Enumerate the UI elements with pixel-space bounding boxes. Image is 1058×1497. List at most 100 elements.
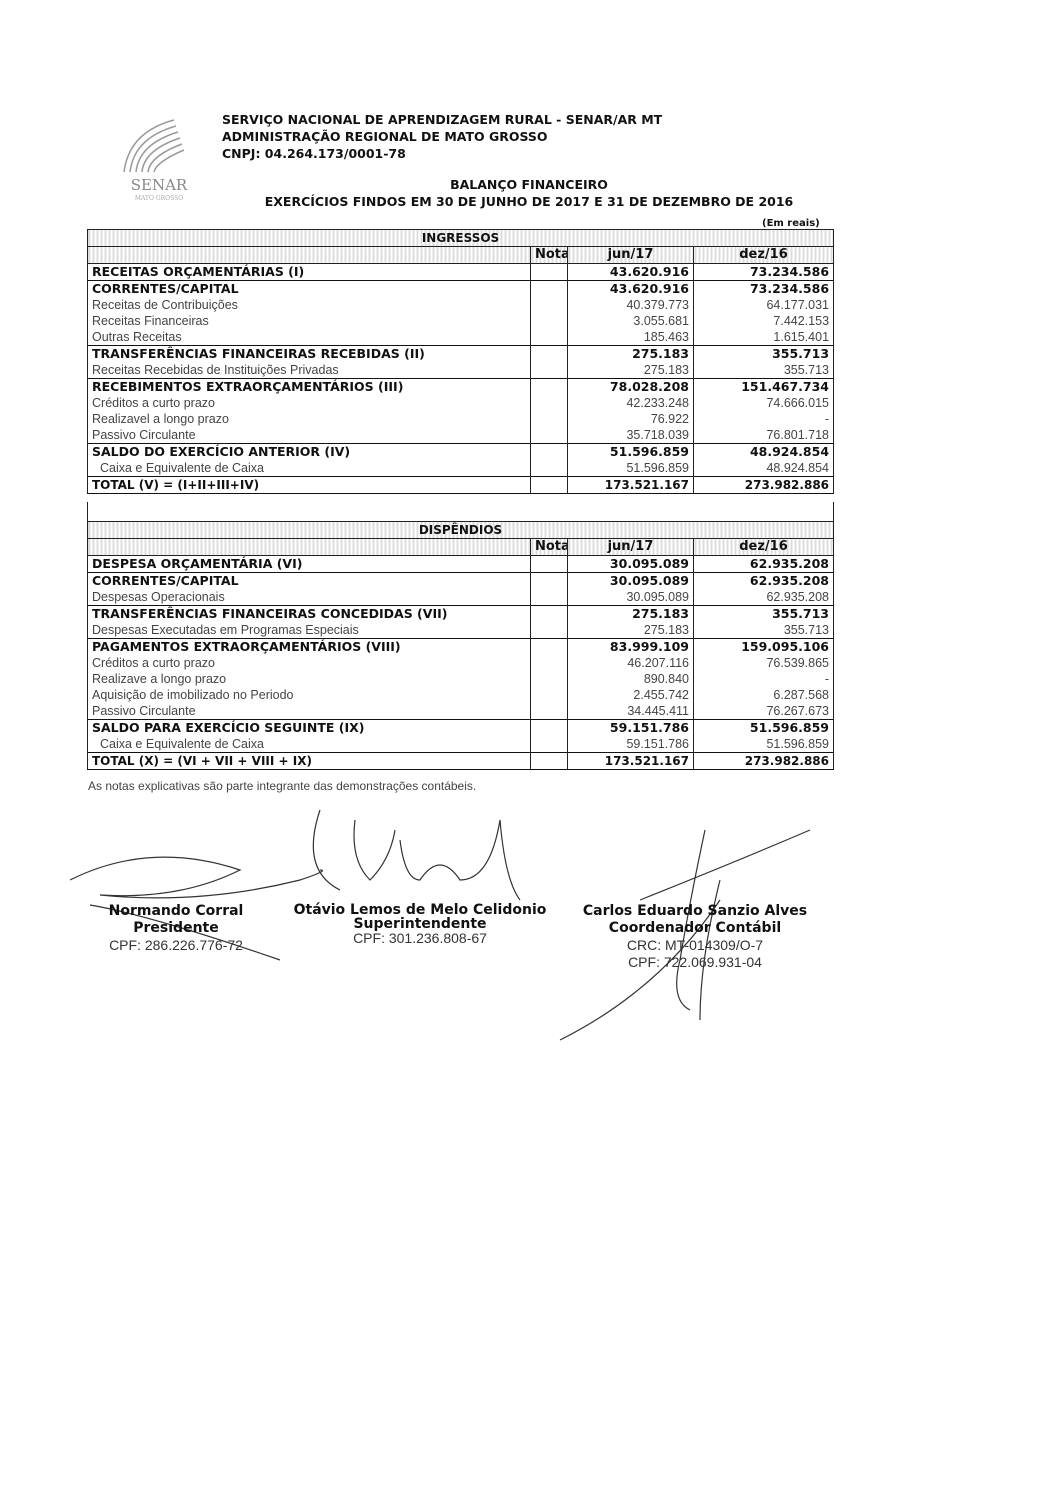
org-header: SERVIÇO NACIONAL DE APRENDIZAGEM RURAL -…: [222, 111, 662, 162]
row-value-jun: 59.151.786: [567, 719, 694, 736]
signer-role: Superintendente: [353, 916, 487, 932]
row-value-dez: 48.924.854: [692, 460, 835, 477]
row-nota: [530, 703, 568, 720]
table-row: RECEBIMENTOS EXTRAORÇAMENTÁRIOS (III) 78.…: [87, 378, 835, 395]
row-label: Outras Receitas: [87, 329, 531, 346]
row-label: Aquisição de imobilizado no Periodo: [87, 687, 531, 703]
row-value-jun: 46.207.116: [567, 655, 694, 671]
signer-name: Carlos Eduardo Sanzio Alves: [582, 903, 808, 919]
row-nota: [530, 329, 568, 346]
row-label: Realizave a longo prazo: [87, 671, 531, 687]
row-label: TRANSFERÊNCIAS FINANCEIRAS CONCEDIDAS (V…: [87, 605, 531, 622]
column-header-dez: dez/16: [693, 538, 834, 556]
row-value-jun: 35.718.039: [567, 427, 694, 444]
row-nota: [530, 362, 568, 379]
row-value-dez: -: [692, 411, 835, 427]
row-value-jun: 30.095.089: [567, 555, 694, 573]
section-title: INGRESSOS: [86, 229, 835, 247]
doc-subtitle: EXERCÍCIOS FINDOS EM 30 DE JUNHO DE 2017…: [264, 194, 794, 209]
table-row: Créditos a curto prazo 42.233.248 74.666.0…: [87, 395, 835, 411]
row-value-jun: 275.183: [567, 605, 694, 622]
row-label: Despesas Executadas em Programas Especia…: [87, 622, 531, 639]
org-name: SERVIÇO NACIONAL DE APRENDIZAGEM RURAL -…: [222, 112, 663, 127]
row-value-jun: 78.028.208: [567, 378, 694, 395]
row-label: Passivo Circulante: [87, 703, 531, 720]
table-row: RECEITAS ORÇAMENTÁRIAS (I) 43.620.916 73.2…: [87, 263, 835, 281]
row-value-dez: 355.713: [692, 362, 835, 379]
doc-title: BALANÇO FINANCEIRO: [450, 177, 608, 192]
senar-logo: SENAR MATO GROSSO: [123, 119, 188, 202]
row-value-dez: 6.287.568: [693, 687, 834, 703]
cnpj: CNPJ: 04.264.173/0001-78: [222, 146, 406, 161]
row-label: DESPESA ORÇAMENTÁRIA (VI): [87, 555, 531, 573]
table-spacer: [87, 502, 834, 521]
signer-cpf: CPF: 301.236.808-67: [353, 930, 487, 946]
row-label: SALDO PARA EXERCÍCIO SEGUINTE (IX): [87, 719, 531, 736]
row-value-jun: 275.183: [567, 362, 694, 379]
column-header-blank: [87, 246, 531, 264]
row-nota: [530, 395, 568, 411]
row-value-dez: 355.713: [693, 605, 834, 622]
row-label: RECEITAS ORÇAMENTÁRIAS (I): [87, 263, 531, 281]
row-value-dez: 51.596.859: [693, 736, 834, 753]
row-label: Receitas Recebidas de Instituições Priva…: [87, 362, 531, 379]
row-value-jun: 51.596.859: [567, 460, 694, 477]
row-label: Realizavel a longo prazo: [87, 411, 531, 427]
table-row: CORRENTES/CAPITAL 43.620.916 73.234.586: [87, 280, 835, 297]
row-nota: [530, 719, 568, 736]
section-header: INGRESSOS: [86, 229, 835, 247]
row-value-jun: 275.183: [567, 622, 694, 639]
row-value-dez: 64.177.031: [692, 297, 835, 313]
table-row: Receitas Recebidas de Instituições Priva…: [87, 362, 835, 379]
row-nota: [530, 671, 568, 687]
row-value-jun: 173.521.167: [567, 752, 694, 770]
row-label: RECEBIMENTOS EXTRAORÇAMENTÁRIOS (III): [87, 378, 531, 395]
section-title: DISPÊNDIOS: [87, 521, 834, 539]
row-label: Passivo Circulante: [87, 427, 531, 444]
table-row: Despesas Executadas em Programas Especia…: [87, 622, 834, 639]
unit-label: (Em reais): [762, 218, 820, 229]
row-nota: [530, 476, 568, 494]
row-value-dez: 1.615.401: [692, 329, 835, 346]
row-value-jun: 83.999.109: [567, 638, 694, 655]
row-nota: [530, 638, 568, 655]
row-value-jun: 43.620.916: [567, 263, 694, 281]
table-row: PAGAMENTOS EXTRAORÇAMENTÁRIOS (VIII) 83.9…: [87, 638, 834, 655]
row-nota: [530, 297, 568, 313]
column-header-jun: jun/17: [567, 538, 694, 556]
table-row: Caixa e Equivalente de Caixa 51.596.859 48…: [87, 460, 835, 477]
signer-crc: CRC: MT-014309/O-7: [626, 937, 764, 953]
row-value-dez: 76.539.865: [693, 655, 834, 671]
column-header-nota: Nota: [530, 538, 568, 556]
row-value-dez: 62.935.208: [693, 589, 834, 606]
row-value-jun: 30.095.089: [567, 589, 694, 606]
row-label: SALDO DO EXERCÍCIO ANTERIOR (IV): [87, 443, 531, 460]
row-value-dez: 73.234.586: [692, 263, 835, 281]
row-value-dez: 159.095.106: [693, 638, 834, 655]
row-value-dez: 51.596.859: [693, 719, 834, 736]
row-value-jun: 275.183: [567, 345, 694, 362]
table-row: Passivo Circulante 35.718.039 76.801.718: [87, 427, 835, 444]
row-value-dez: -: [693, 671, 834, 687]
row-nota: [530, 752, 568, 770]
row-label: Receitas de Contribuições: [87, 297, 531, 313]
signer-cpf: CPF: 286.226.776-72: [109, 937, 243, 953]
row-label: Despesas Operacionais: [87, 589, 531, 606]
row-value-jun: 42.233.248: [567, 395, 694, 411]
row-nota: [530, 427, 568, 444]
row-value-jun: 59.151.786: [567, 736, 694, 753]
row-label: CORRENTES/CAPITAL: [87, 572, 531, 589]
row-value-dez: 273.982.886: [692, 476, 835, 494]
signer-cpf: CPF: 722.069.931-04: [628, 954, 762, 970]
table-row: Outras Receitas 185.463 1.615.401: [87, 329, 835, 346]
row-label: CORRENTES/CAPITAL: [87, 280, 531, 297]
row-value-jun: 185.463: [567, 329, 694, 346]
table-row: Aquisição de imobilizado no Periodo 2.455…: [87, 687, 834, 703]
table-row: CORRENTES/CAPITAL 30.095.089 62.935.208: [87, 572, 834, 589]
signature-president: Normando Corral Presidente CPF: 286.226.…: [86, 903, 266, 954]
row-nota: [530, 280, 568, 297]
row-nota: [530, 605, 568, 622]
table-row: SALDO DO EXERCÍCIO ANTERIOR (IV) 51.596.8…: [87, 443, 835, 460]
table-row: Realizavel a longo prazo 76.922-: [87, 411, 835, 427]
